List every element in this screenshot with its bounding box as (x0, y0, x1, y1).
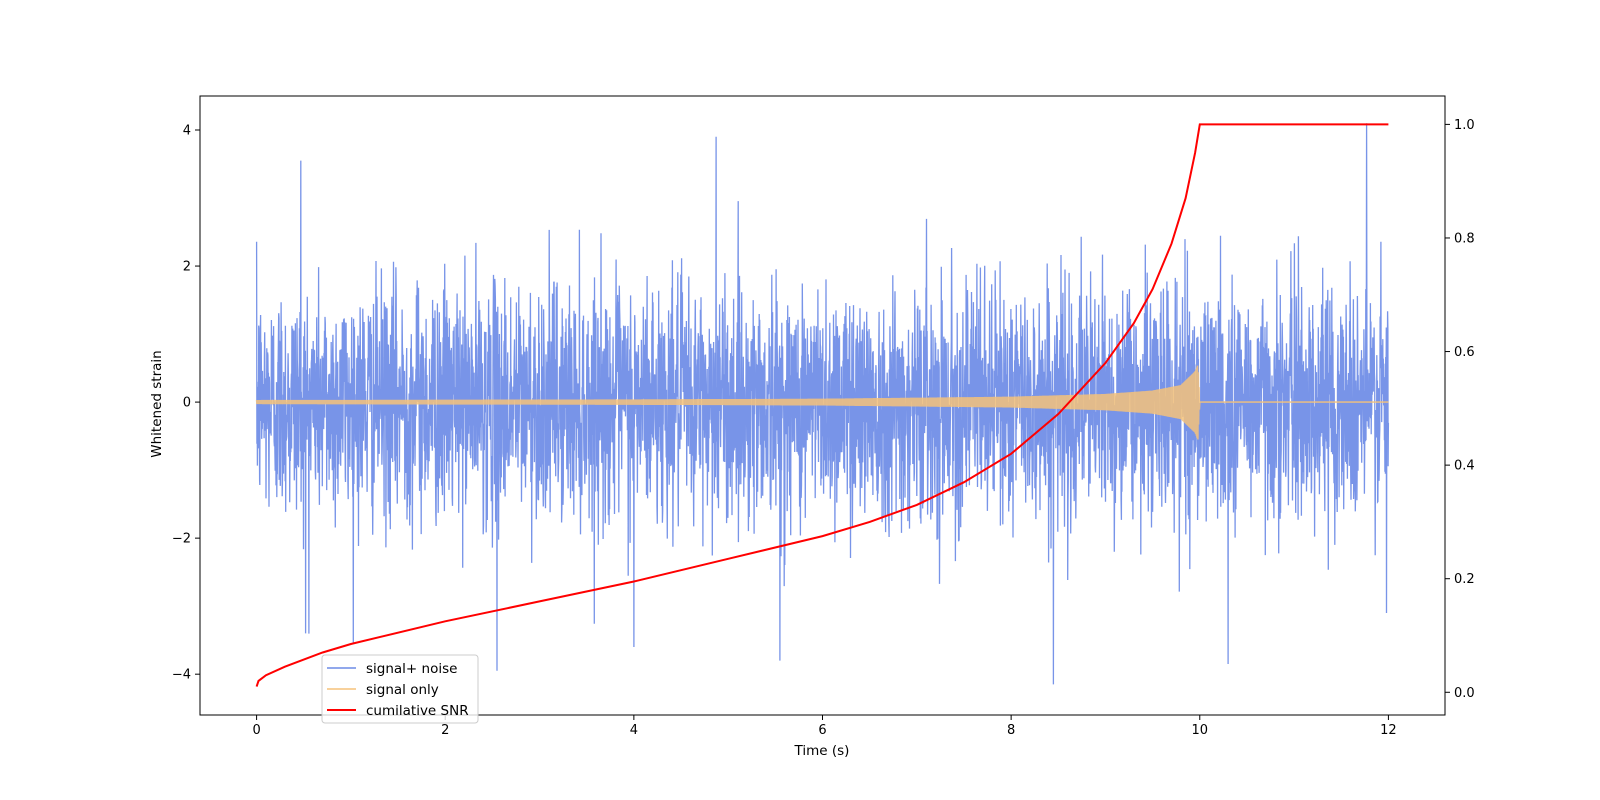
y-tick-label: −4 (172, 668, 191, 683)
legend: signal+ noise signal only cumilative SNR (321, 654, 479, 724)
y-tick-label: 0 (183, 396, 191, 411)
y-tick-label: 2 (183, 260, 191, 275)
x-tick-label: 6 (818, 723, 826, 738)
x-tick-label: 8 (1007, 723, 1015, 738)
x-axis-label: Time (s) (794, 743, 850, 759)
series-cumulative-snr-line (255, 123, 1389, 687)
y-tick-label: −2 (172, 532, 191, 547)
y-tick-label: 4 (183, 124, 191, 139)
y-axis-label: Whitened strain (149, 350, 165, 457)
legend-label: signal only (366, 682, 439, 698)
y2-tick-label: 1.0 (1454, 118, 1475, 133)
y2-tick-label: 0.8 (1454, 231, 1475, 246)
x-tick-label: 12 (1380, 723, 1397, 738)
legend-label: signal+ noise (366, 661, 457, 677)
y2-tick-label: 0.2 (1454, 572, 1475, 587)
plot-area (255, 123, 1390, 687)
y2-tick-label: 0.0 (1454, 686, 1475, 701)
x-tick-label: 4 (630, 723, 638, 738)
x-tick-label: 0 (252, 723, 260, 738)
series-signal-only-line (255, 365, 1389, 440)
legend-label: cumilative SNR (366, 703, 469, 719)
x-tick-label: 10 (1191, 723, 1208, 738)
x-tick-label: 2 (441, 723, 449, 738)
axes: 0 2 4 6 8 10 12 −4 −2 0 2 4 0.0 0.2 0.4 0.6 0.8 1.0 (172, 95, 1475, 738)
y2-tick-label: 0.4 (1454, 459, 1475, 474)
legend-box (321, 654, 479, 724)
y2-tick-label: 0.6 (1454, 345, 1475, 360)
